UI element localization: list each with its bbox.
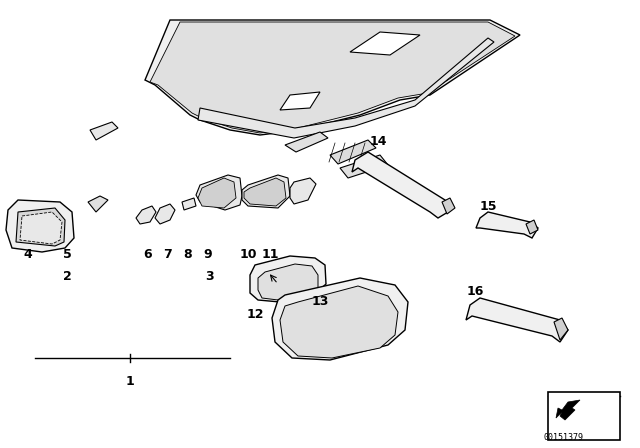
Polygon shape <box>182 198 196 210</box>
Polygon shape <box>20 212 62 244</box>
Text: 2: 2 <box>63 270 72 283</box>
Polygon shape <box>280 92 320 110</box>
Text: 10: 10 <box>239 248 257 261</box>
Polygon shape <box>285 132 328 152</box>
Text: 8: 8 <box>184 248 192 261</box>
Text: 12: 12 <box>246 308 264 321</box>
Polygon shape <box>198 38 494 138</box>
Text: 5: 5 <box>63 248 72 261</box>
Polygon shape <box>280 286 398 358</box>
Text: 1: 1 <box>125 375 134 388</box>
Polygon shape <box>145 20 520 135</box>
Polygon shape <box>136 206 156 224</box>
Text: 00151379: 00151379 <box>544 433 584 442</box>
Polygon shape <box>6 200 74 252</box>
Polygon shape <box>155 204 175 224</box>
Polygon shape <box>244 178 286 206</box>
Text: 16: 16 <box>467 285 484 298</box>
Text: 3: 3 <box>205 270 214 283</box>
Text: 14: 14 <box>369 135 387 148</box>
Polygon shape <box>340 155 388 178</box>
Polygon shape <box>88 196 108 212</box>
Polygon shape <box>16 208 65 246</box>
Polygon shape <box>554 318 568 340</box>
Polygon shape <box>352 152 448 218</box>
Polygon shape <box>442 198 455 214</box>
Text: 15: 15 <box>479 200 497 213</box>
Polygon shape <box>150 22 515 133</box>
Polygon shape <box>90 122 118 140</box>
Polygon shape <box>198 178 236 208</box>
Text: 7: 7 <box>164 248 172 261</box>
Polygon shape <box>526 220 538 234</box>
Polygon shape <box>330 140 376 164</box>
Polygon shape <box>466 298 568 342</box>
Polygon shape <box>250 256 326 302</box>
Polygon shape <box>290 178 316 204</box>
Text: 6: 6 <box>144 248 152 261</box>
Text: 11: 11 <box>261 248 279 261</box>
Polygon shape <box>242 175 290 208</box>
Polygon shape <box>258 264 318 300</box>
Polygon shape <box>476 212 538 238</box>
Text: 13: 13 <box>311 295 329 308</box>
Polygon shape <box>350 32 420 55</box>
Text: 9: 9 <box>204 248 212 261</box>
Bar <box>548 392 620 440</box>
Polygon shape <box>272 278 408 360</box>
Polygon shape <box>196 175 242 210</box>
Text: 4: 4 <box>24 248 33 261</box>
Polygon shape <box>556 400 580 420</box>
